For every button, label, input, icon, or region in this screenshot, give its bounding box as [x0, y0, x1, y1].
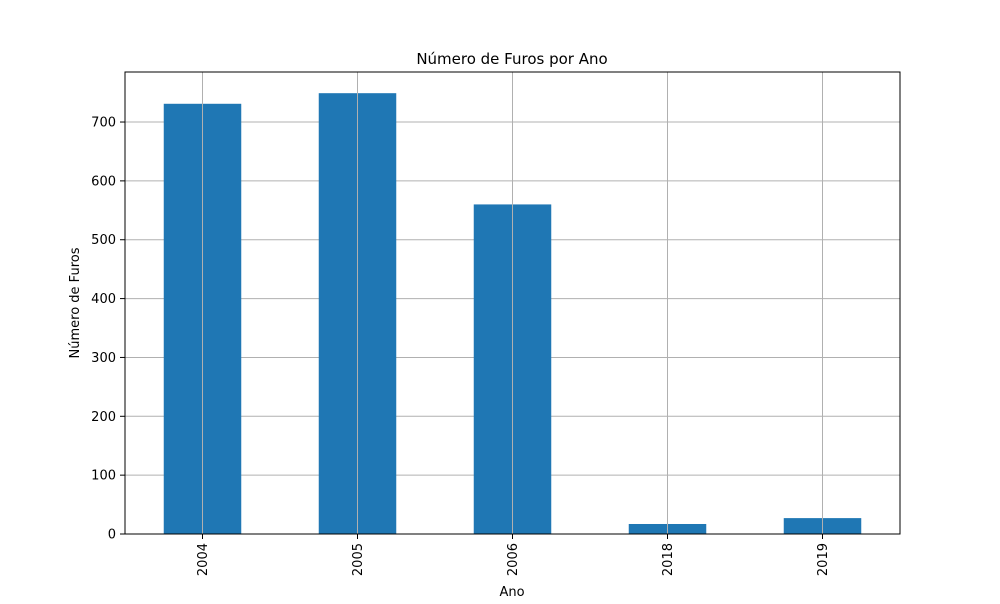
x-tick-label: 2004	[196, 543, 211, 576]
y-tick-label: 0	[108, 528, 116, 543]
x-axis-label: Ano	[499, 585, 524, 600]
x-tick-label: 2005	[351, 543, 366, 576]
y-tick-label: 400	[91, 292, 116, 307]
y-tick-label: 100	[91, 469, 116, 484]
chart-title: Número de Furos por Ano	[416, 50, 607, 68]
y-tick-label: 300	[91, 351, 116, 366]
y-tick-label: 500	[91, 233, 116, 248]
bars	[163, 72, 862, 535]
y-tick-label: 700	[91, 116, 116, 131]
y-tick-label: 200	[91, 410, 116, 425]
x-tick-label: 2019	[816, 543, 831, 576]
y-axis: 0 100 200 300 400 500 600 700	[91, 116, 125, 543]
x-tick-label: 2006	[506, 543, 521, 576]
y-axis-label: Número de Furos	[68, 247, 83, 358]
x-tick-label: 2018	[661, 543, 676, 576]
x-axis: 2004 2005 2006 2018 2019	[196, 534, 831, 576]
y-tick-label: 600	[91, 174, 116, 189]
